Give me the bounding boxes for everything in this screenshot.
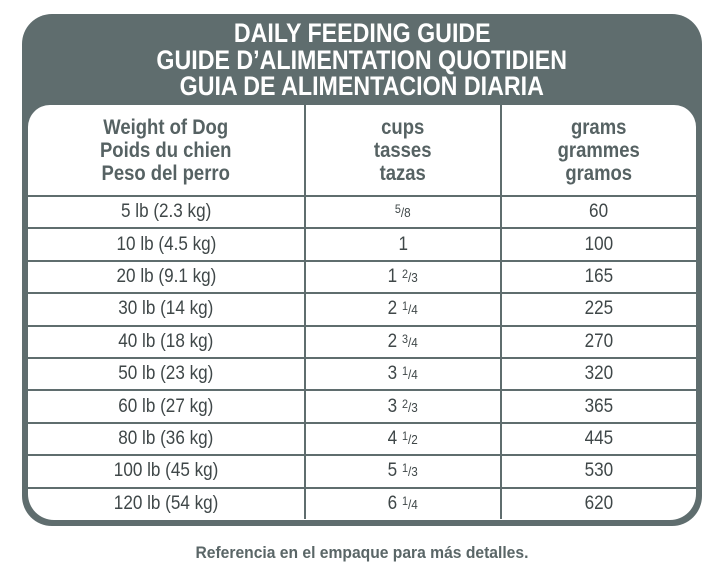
cups-cell: 1 2/3 — [304, 259, 502, 295]
cups-whole: 5 — [387, 460, 398, 482]
weight-cell: 60 lb (27 kg) — [28, 389, 306, 424]
header-label: cups — [381, 116, 425, 139]
cups-cell: 1 — [304, 227, 502, 262]
footer-note: Referencia en el empaque para más detall… — [195, 543, 529, 562]
table-header-row: Weight of Dog Poids du chien Peso del perr… — [28, 105, 696, 197]
cups-cell: 5 1/3 — [304, 454, 502, 489]
header-label: grammes — [557, 139, 641, 162]
grams-value: 165 — [584, 265, 614, 287]
feeding-table-container: Weight of Dog Poids du chien Peso del perr… — [28, 105, 696, 520]
header-label: gramos — [565, 162, 633, 185]
weight-cell: 80 lb (36 kg) — [28, 421, 306, 457]
cups-fraction: 2/3 — [402, 266, 419, 285]
table-row: 20 lb (9.1 kg) 1 2/3 165 — [28, 259, 696, 295]
table-row: 40 lb (18 kg) 2 3/4 270 — [28, 324, 696, 359]
weight-cell: 100 lb (45 kg) — [28, 454, 306, 489]
cups-cell: 2 1/4 — [304, 292, 502, 327]
cups-fraction: 1/4 — [402, 364, 419, 383]
cups-whole: 1 — [387, 265, 398, 287]
cups-whole: 4 — [387, 427, 398, 449]
weight-value: 10 lb (4.5 kg) — [116, 233, 216, 255]
grams-cell: 100 — [500, 227, 696, 262]
header-label: tazas — [379, 162, 427, 185]
grams-cell: 60 — [500, 194, 696, 230]
title-spanish: GUIA DE ALIMENTACION DIARIA — [179, 71, 545, 101]
grams-value: 270 — [584, 330, 614, 352]
table-row: 60 lb (27 kg) 3 2/3 365 — [28, 389, 696, 424]
weight-value: 20 lb (9.1 kg) — [116, 265, 216, 287]
weight-value: 60 lb (27 kg) — [118, 395, 214, 417]
cups-fraction: 1/3 — [402, 461, 419, 480]
grams-value: 225 — [584, 298, 614, 320]
header-label: Poids du chien — [100, 139, 232, 162]
weight-value: 80 lb (36 kg) — [118, 427, 214, 449]
header-label: Weight of Dog — [103, 116, 229, 139]
cups-cell: 3 2/3 — [304, 389, 502, 424]
cups-fraction: 3/4 — [402, 331, 419, 350]
weight-header: Weight of Dog Poids du chien Peso del perr… — [28, 105, 306, 197]
weight-cell: 40 lb (18 kg) — [28, 324, 306, 359]
cups-fraction: 2/3 — [402, 396, 419, 415]
cups-cell: 5/8 — [304, 194, 502, 230]
weight-value: 100 lb (45 kg) — [113, 460, 219, 482]
table-row: 50 lb (23 kg) 3 1/4 320 — [28, 356, 696, 392]
header-label: grams — [571, 116, 627, 139]
weight-value: 120 lb (54 kg) — [113, 492, 219, 514]
cups-whole: 1 — [398, 233, 408, 255]
cups-cell: 3 1/4 — [304, 356, 502, 392]
cups-cell: 4 1/2 — [304, 421, 502, 457]
title-english: DAILY FEEDING GUIDE — [233, 18, 491, 48]
grams-cell: 225 — [500, 292, 696, 327]
weight-cell: 5 lb (2.3 kg) — [28, 194, 306, 230]
cups-fraction: 5/8 — [395, 202, 411, 221]
weight-value: 40 lb (18 kg) — [118, 330, 214, 352]
table-row: 80 lb (36 kg) 4 1/2 445 — [28, 421, 696, 457]
grams-cell: 270 — [500, 324, 696, 359]
grams-value: 620 — [584, 492, 614, 514]
title-french: GUIDE D’ALIMENTATION QUOTIDIEN — [156, 45, 568, 75]
grams-value: 100 — [584, 233, 614, 255]
weight-value: 5 lb (2.3 kg) — [120, 201, 212, 223]
weight-cell: 120 lb (54 kg) — [28, 486, 306, 519]
cups-whole: 2 — [387, 330, 398, 352]
weight-cell: 10 lb (4.5 kg) — [28, 227, 306, 262]
cups-cell: 2 3/4 — [304, 324, 502, 359]
grams-value: 530 — [584, 460, 614, 482]
cups-whole: 2 — [387, 298, 398, 320]
table-row: 5 lb (2.3 kg) 5/8 60 — [28, 194, 696, 230]
grams-value: 320 — [584, 363, 614, 385]
table-row: 120 lb (54 kg) 6 1/4 620 — [28, 486, 696, 519]
weight-value: 30 lb (14 kg) — [118, 298, 214, 320]
table-row: 100 lb (45 kg) 5 1/3 530 — [28, 454, 696, 489]
grams-header: grams grammes gramos — [500, 105, 696, 197]
grams-cell: 445 — [500, 421, 696, 457]
weight-cell: 20 lb (9.1 kg) — [28, 259, 306, 295]
grams-cell: 620 — [500, 486, 696, 519]
cups-whole: 3 — [387, 363, 398, 385]
cups-whole: 6 — [387, 492, 398, 514]
grams-cell: 165 — [500, 259, 696, 295]
cups-fraction: 1/4 — [402, 493, 419, 512]
feeding-guide-panel: DAILY FEEDING GUIDE GUIDE D’ALIMENTATION… — [22, 14, 702, 526]
grams-value: 445 — [584, 427, 614, 449]
table-row: 10 lb (4.5 kg) 1 100 — [28, 227, 696, 262]
cups-fraction: 1/2 — [402, 428, 419, 447]
grams-value: 60 — [589, 201, 609, 223]
header-label: tasses — [374, 139, 432, 162]
cups-cell: 6 1/4 — [304, 486, 502, 519]
weight-cell: 30 lb (14 kg) — [28, 292, 306, 327]
weight-value: 50 lb (23 kg) — [118, 363, 214, 385]
grams-value: 365 — [584, 395, 614, 417]
grams-cell: 320 — [500, 356, 696, 392]
cups-fraction: 1/4 — [402, 299, 419, 318]
header-label: Peso del perro — [101, 162, 231, 185]
table-row: 30 lb (14 kg) 2 1/4 225 — [28, 292, 696, 327]
cups-whole: 3 — [387, 395, 398, 417]
grams-cell: 365 — [500, 389, 696, 424]
feeding-table: Weight of Dog Poids du chien Peso del perr… — [28, 105, 696, 519]
grams-cell: 530 — [500, 454, 696, 489]
cups-header: cups tasses tazas — [304, 105, 502, 197]
weight-cell: 50 lb (23 kg) — [28, 356, 306, 392]
